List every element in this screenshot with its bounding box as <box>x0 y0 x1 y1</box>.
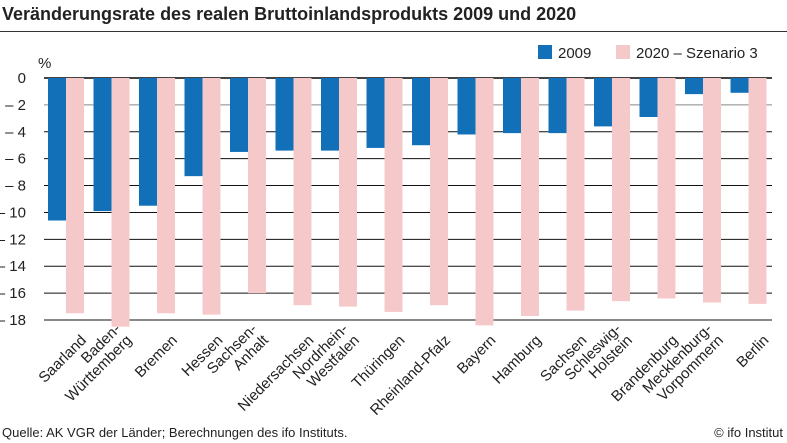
bar-2009 <box>93 78 112 212</box>
bar-2009 <box>639 78 658 117</box>
bar-2009 <box>503 78 521 134</box>
bar-2020 <box>475 78 494 326</box>
y-tick-label: – 10 <box>0 204 26 221</box>
title-divider <box>0 31 787 32</box>
y-tick-label: – 18 <box>0 312 26 329</box>
bar-2009 <box>230 78 248 152</box>
x-tick-label: Hamburg <box>489 332 545 388</box>
bar-2009 <box>594 78 612 127</box>
bar-2009 <box>184 78 203 177</box>
bar-2020 <box>612 78 630 302</box>
bar-2020 <box>293 78 312 306</box>
bar-2009 <box>275 78 294 151</box>
x-tick-label: Bremen <box>132 332 181 381</box>
bar-2020 <box>430 78 448 306</box>
y-tick-label: – 14 <box>0 258 26 275</box>
bar-2020 <box>339 78 357 307</box>
bar-2020 <box>248 78 266 294</box>
y-tick-label: – 6 <box>5 151 26 168</box>
y-tick-label: 0 <box>18 70 26 87</box>
bar-2020 <box>521 78 539 316</box>
bar-2009 <box>139 78 157 206</box>
bar-2020 <box>111 78 130 327</box>
y-tick-label: – 4 <box>5 124 26 141</box>
bar-2009 <box>457 78 476 135</box>
x-tick-label: Berlin <box>733 332 772 371</box>
legend-label: 2020 – Szenario 3 <box>636 45 758 62</box>
y-axis-label: % <box>38 55 51 72</box>
x-tick-label: Bayern <box>454 332 500 378</box>
bar-2020 <box>748 78 767 304</box>
bar-2009 <box>48 78 66 221</box>
bar-2009 <box>685 78 703 95</box>
y-tick-label: – 12 <box>0 231 26 248</box>
bar-2020 <box>66 78 84 314</box>
x-tick-label: Rheinland-Pfalz <box>367 332 454 419</box>
bar-2009 <box>548 78 567 134</box>
bar-2020 <box>384 78 403 312</box>
legend-swatch <box>616 45 630 59</box>
bar-2020 <box>157 78 175 314</box>
bar-chart: 0– 2– 4– 6– 8– 10– 12– 14– 16– 18%Saarla… <box>0 45 772 419</box>
y-tick-label: – 2 <box>5 97 26 114</box>
y-tick-label: – 8 <box>5 178 26 195</box>
y-tick-label: – 16 <box>0 285 26 302</box>
source-note: Quelle: AK VGR der Länder; Berechnungen … <box>2 425 348 440</box>
legend-swatch <box>538 45 552 59</box>
copyright: © ifo Institut <box>714 425 783 440</box>
bar-2009 <box>412 78 430 146</box>
bar-2020 <box>202 78 221 315</box>
bar-2009 <box>321 78 339 151</box>
legend-label: 2009 <box>558 45 591 62</box>
bar-2009 <box>730 78 749 93</box>
bar-2009 <box>366 78 385 148</box>
bar-2020 <box>703 78 721 303</box>
bar-2020 <box>657 78 676 299</box>
bar-2020 <box>566 78 585 311</box>
chart-title: Veränderungsrate des realen Bruttoinland… <box>2 4 577 24</box>
